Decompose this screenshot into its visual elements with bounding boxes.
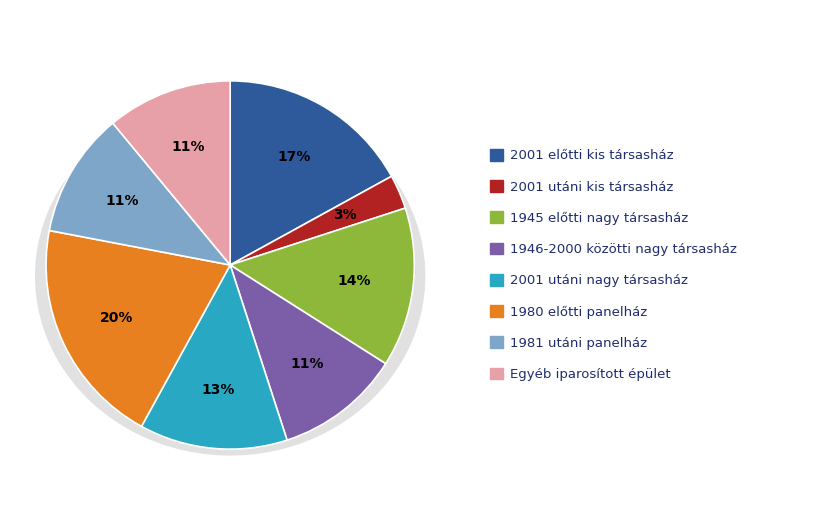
Text: 13%: 13% <box>201 383 235 396</box>
Wedge shape <box>141 265 287 449</box>
Wedge shape <box>113 81 230 265</box>
Text: 11%: 11% <box>105 195 139 208</box>
Wedge shape <box>230 208 414 364</box>
Ellipse shape <box>35 96 425 456</box>
Wedge shape <box>46 231 230 426</box>
Wedge shape <box>230 81 391 265</box>
Text: 17%: 17% <box>277 150 310 164</box>
Text: 11%: 11% <box>290 357 324 371</box>
Text: 11%: 11% <box>171 140 204 154</box>
Text: 14%: 14% <box>337 273 370 288</box>
Legend: 2001 előtti kis társasház, 2001 utáni kis társasház, 1945 előtti nagy társasház,: 2001 előtti kis társasház, 2001 utáni ki… <box>489 149 736 381</box>
Wedge shape <box>230 176 405 265</box>
Text: 3%: 3% <box>333 208 356 222</box>
Text: 20%: 20% <box>100 311 134 325</box>
Wedge shape <box>230 265 385 440</box>
Wedge shape <box>49 123 230 265</box>
